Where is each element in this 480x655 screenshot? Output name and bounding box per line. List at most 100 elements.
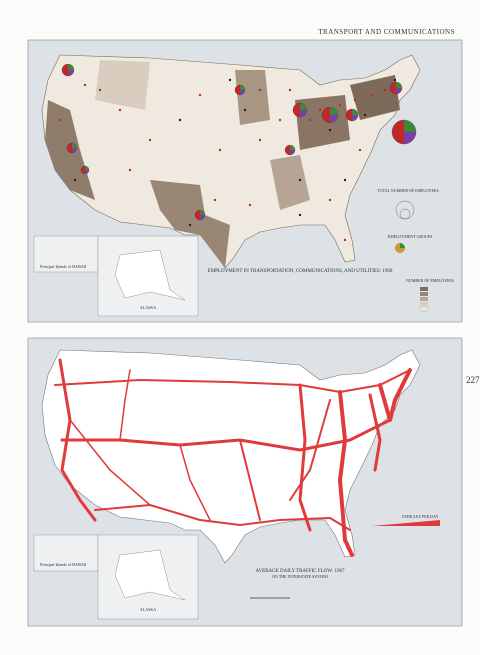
state-shade <box>235 70 270 125</box>
city-pie <box>404 120 416 132</box>
city-dot <box>328 198 332 202</box>
city-dot <box>288 88 292 92</box>
city-pie <box>300 110 307 117</box>
legend-title: VEHICLES PER DAY <box>402 514 439 519</box>
city-pie <box>300 103 307 110</box>
interstate-route <box>338 390 354 557</box>
city-dot <box>228 78 232 82</box>
interstate-route <box>289 399 331 501</box>
section-title: TRANSPORT AND COMMUNICATIONS <box>318 28 455 36</box>
city-pie <box>290 150 295 155</box>
legend-swatch <box>419 306 429 312</box>
city-pie <box>68 64 74 70</box>
city-pie <box>352 115 358 121</box>
city-dot <box>188 223 192 227</box>
city-pie <box>72 148 77 153</box>
city-pie <box>240 90 245 95</box>
city-pie <box>290 145 295 150</box>
city-pie <box>85 166 89 170</box>
legend-swatch <box>420 292 428 296</box>
interstate-route <box>368 393 382 472</box>
map-subtitle: ON THE INTERSTATE SYSTEM <box>272 574 328 579</box>
inset-hawaii <box>33 534 99 572</box>
city-dot <box>213 198 217 202</box>
city-dot <box>298 213 302 217</box>
legend-swatch <box>420 302 428 306</box>
city-pie <box>85 170 89 174</box>
alaska-shape <box>114 249 186 301</box>
city-dot <box>318 108 322 112</box>
city-dot <box>343 178 347 182</box>
interstate-route <box>298 383 312 532</box>
legend-title: NUMBER OF EMPLOYEES <box>406 278 454 283</box>
legend-title: EMPLOYMENT GROUPS <box>388 234 433 239</box>
city-dot <box>128 168 132 172</box>
inset-label: ALASKA <box>140 305 156 310</box>
city-dot <box>370 93 374 97</box>
city-pie <box>200 210 205 215</box>
state-shade <box>350 75 400 120</box>
city-dot <box>73 178 77 182</box>
city-dot <box>258 138 262 142</box>
legend-circle <box>399 208 411 220</box>
city-dot <box>248 203 252 207</box>
city-dot <box>258 88 262 92</box>
interstate-route <box>239 439 261 521</box>
city-dot <box>198 93 202 97</box>
city-symbols <box>58 63 417 242</box>
city-dot <box>308 118 312 122</box>
city-dot <box>358 148 362 152</box>
top-map: Principal Islands of HAWAII ALASKA EMPLO… <box>27 39 463 323</box>
city-dot <box>148 138 152 142</box>
city-pie <box>72 143 77 148</box>
city-pie <box>396 82 402 88</box>
city-pie <box>396 88 402 94</box>
map-title: AVERAGE DAILY TRAFFIC FLOW: 1967 <box>256 569 345 574</box>
legend-swatch <box>420 287 428 291</box>
city-dot <box>58 118 62 122</box>
city-dot <box>363 113 367 117</box>
city-dot <box>218 148 222 152</box>
page-number: 227 <box>466 375 480 385</box>
legend-pie <box>400 243 405 248</box>
city-dot <box>118 108 122 112</box>
city-pie <box>200 215 205 220</box>
interstate-route <box>179 444 211 521</box>
city-dot <box>178 118 182 122</box>
inset-label: Principal Islands of HAWAII <box>40 264 87 269</box>
city-dot <box>98 88 102 92</box>
city-dot <box>328 128 332 132</box>
legend-swatch <box>420 297 428 301</box>
city-dot <box>343 238 347 242</box>
legend-wedge <box>372 520 440 526</box>
city-pie <box>352 109 358 115</box>
city-dot <box>83 83 87 87</box>
interstates <box>54 358 412 557</box>
interstate-route <box>378 368 412 422</box>
city-pie <box>330 115 338 123</box>
inset-label: Principal Islands of HAWAII <box>40 562 87 567</box>
city-dot <box>338 103 342 107</box>
interstate-route <box>58 358 97 522</box>
bottom-map: Principal Islands of HAWAII ALASKA AVERA… <box>27 337 463 627</box>
state-shade <box>295 95 350 150</box>
legend-title: TOTAL NUMBER OF EMPLOYEES <box>377 188 438 193</box>
inset-label: ALASKA <box>140 607 156 612</box>
interstate-route <box>119 369 131 441</box>
city-pie <box>240 85 245 90</box>
city-dot <box>298 178 302 182</box>
city-dot <box>383 88 387 92</box>
city-dot <box>243 108 247 112</box>
inset-hawaii <box>33 235 99 273</box>
interstate-route <box>69 419 151 506</box>
state-shade <box>95 60 150 110</box>
city-pie <box>404 132 416 144</box>
state-shade <box>270 155 310 210</box>
city-pie <box>330 107 338 115</box>
city-pie <box>68 70 74 76</box>
city-dot <box>393 78 397 82</box>
alaska-shape <box>114 549 186 601</box>
map-title: EMPLOYMENT IN TRANSPORTATION, COMMUNICAT… <box>208 269 393 274</box>
city-dot <box>353 98 357 102</box>
